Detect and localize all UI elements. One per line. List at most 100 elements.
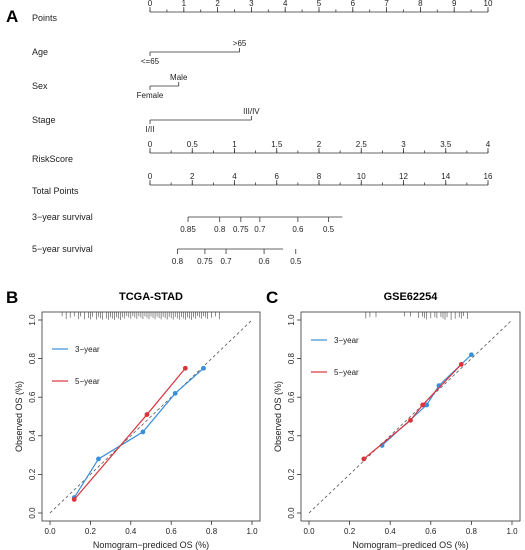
x-tick-label: 0.2 [85, 527, 97, 536]
y-tick-label: 1.0 [287, 314, 296, 326]
data-point [140, 429, 146, 435]
y-axis-label: Observed OS (%) [14, 381, 24, 452]
survival-tick-label: 0.75 [197, 257, 213, 266]
row-label: Points [32, 13, 58, 23]
legend-label: 3−year [75, 345, 100, 354]
survival-tick-label: 0.75 [233, 225, 249, 234]
tick-label: 8 [317, 172, 322, 181]
data-point [458, 361, 464, 367]
x-axis-label: Nomogram−prediced OS (%) [93, 540, 209, 550]
y-tick-label: 0.4 [28, 430, 37, 442]
tick-label: 4 [232, 172, 237, 181]
tick-label: 16 [484, 172, 493, 181]
chart-title: GSE62254 [384, 291, 439, 303]
y-tick-label: 0.2 [28, 468, 37, 480]
tick-label: 2 [215, 0, 220, 8]
tick-label: 1.5 [271, 140, 283, 149]
survival-tick-label: 0.8 [214, 225, 226, 234]
y-tick-label: 0.0 [287, 507, 296, 519]
data-point [420, 402, 426, 408]
y-tick-label: 0.0 [28, 507, 37, 519]
row-label: Age [32, 47, 48, 57]
row-label: 5−year survival [32, 244, 93, 254]
tick-label: 2.5 [356, 140, 368, 149]
tick-label: 3 [401, 140, 406, 149]
x-tick-label: 0.0 [303, 527, 315, 536]
y-tick-label: 0.8 [287, 352, 296, 364]
survival-tick-label: 0.8 [172, 257, 184, 266]
tick-label: 1 [232, 140, 237, 149]
x-tick-label: 0.2 [344, 527, 356, 536]
data-point [201, 365, 206, 371]
tick-label: 5 [317, 0, 322, 8]
y-axis-label: Observed OS (%) [273, 381, 283, 452]
chart-title: TCGA-STAD [119, 291, 183, 303]
tick-label: 0.5 [187, 140, 199, 149]
tick-label: 10 [357, 172, 366, 181]
reference-diagonal [308, 319, 513, 514]
row-label: 3−year survival [32, 212, 93, 222]
row-label: Total Points [32, 186, 79, 196]
survival-tick-label: 0.85 [180, 225, 196, 234]
data-point [408, 417, 413, 423]
x-tick-label: 0.8 [466, 527, 478, 536]
series-line [73, 367, 186, 500]
panel-letter-b: B [6, 288, 18, 307]
x-tick-label: 0.4 [385, 527, 397, 536]
data-point [172, 390, 178, 396]
data-point [182, 365, 188, 371]
y-tick-label: 0.6 [28, 391, 37, 403]
x-axis-label: Nomogram−prediced OS (%) [352, 540, 468, 550]
tick-label: 0 [148, 172, 153, 181]
reference-diagonal [49, 319, 253, 514]
y-tick-label: 0.8 [28, 352, 37, 364]
x-tick-label: 1.0 [506, 527, 518, 536]
tick-label: 4 [486, 140, 491, 149]
tick-label: 2 [317, 140, 322, 149]
legend-label: 5−year [334, 368, 359, 377]
survival-tick-label: 0.5 [323, 225, 335, 234]
survival-tick-label: 0.5 [290, 257, 302, 266]
panel-letter-a: A [6, 7, 18, 26]
data-point [361, 456, 367, 462]
row-label: Sex [32, 81, 48, 91]
category-label: III/IV [243, 107, 260, 116]
row-label: Stage [32, 115, 56, 125]
tick-label: 2 [190, 172, 195, 181]
tick-label: 14 [441, 172, 450, 181]
category-label: I/II [146, 125, 155, 134]
legend-label: 3−year [334, 336, 359, 345]
tick-label: 0 [148, 0, 153, 8]
tick-label: 3.5 [440, 140, 452, 149]
x-tick-label: 0.4 [125, 527, 137, 536]
tick-label: 6 [351, 0, 356, 8]
category-label: Male [170, 73, 188, 82]
tick-label: 10 [484, 0, 493, 8]
x-tick-label: 0.6 [425, 527, 437, 536]
y-tick-label: 1.0 [28, 314, 37, 326]
tick-label: 0 [148, 140, 153, 149]
tick-label: 6 [275, 172, 280, 181]
row-label: RiskScore [32, 154, 73, 164]
x-tick-label: 1.0 [246, 527, 258, 536]
data-point [96, 456, 101, 462]
survival-tick-label: 0.7 [220, 257, 232, 266]
survival-tick-label: 0.6 [292, 225, 304, 234]
legend-label: 5−year [75, 377, 100, 386]
survival-tick-label: 0.7 [254, 225, 266, 234]
tick-label: 9 [452, 0, 457, 8]
series-line [73, 367, 204, 498]
panel-letter-c: C [266, 288, 278, 307]
calibration-panel-tcga: TCGA-STAD 0.0 0.2 0.4 0.6 0.8 1.0 0.0 0.2 0.4 0.6 0… [14, 291, 261, 550]
tick-label: 7 [384, 0, 389, 8]
calibration-panel-gse: GSE62254 0.0 0.2 0.4 0.6 0.8 1.0 0.0 0.2 0.4 0.6 0.… [273, 291, 521, 550]
category-label: Female [137, 91, 164, 100]
tick-label: 1 [182, 0, 187, 8]
tick-label: 3 [249, 0, 254, 8]
tick-label: 12 [399, 172, 408, 181]
series-line [363, 363, 462, 460]
x-tick-label: 0.6 [166, 527, 178, 536]
data-point [71, 497, 77, 502]
data-point [144, 412, 150, 417]
category-label: >65 [233, 39, 247, 48]
